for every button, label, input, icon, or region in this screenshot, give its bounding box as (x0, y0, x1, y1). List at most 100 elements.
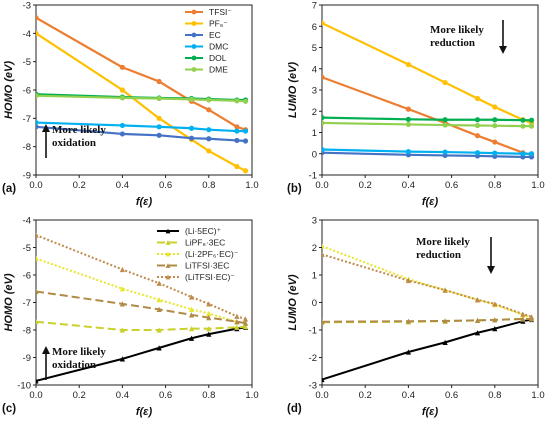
x-tick-label: 0.2 (359, 390, 372, 401)
annotation-text: reduction (430, 37, 475, 49)
data-point (520, 316, 526, 322)
data-point (322, 251, 325, 257)
y-tick-label: -5 (23, 243, 31, 254)
y-tick-label: 3 (312, 216, 317, 227)
y-tick-label: 6 (312, 22, 317, 33)
data-point (474, 95, 481, 102)
data-point (36, 119, 39, 126)
data-point (442, 79, 448, 86)
data-point (188, 135, 195, 141)
y-tick-label: -9 (23, 353, 31, 364)
data-point (206, 315, 212, 321)
data-point (156, 132, 162, 138)
y-tick-label: -4 (23, 216, 31, 227)
data-point (405, 116, 411, 122)
annotation-text: More likely (52, 124, 106, 136)
y-tick-label: -5 (23, 57, 31, 68)
data-point (322, 243, 325, 249)
data-point (242, 168, 249, 174)
x-tick-label: 0.4 (402, 180, 415, 191)
y-tick-label: 1 (312, 271, 317, 282)
y-tick-label: 5 (312, 43, 317, 54)
data-point (405, 349, 411, 355)
data-point (206, 148, 212, 154)
chart-panel-3: 0.0 0.2 0.4 0.6 0.8 1.0 -10 -9 -8 -7 -6 -5 -4 f(ε) HOM… (2, 216, 259, 419)
data-point (405, 277, 411, 284)
data-point (36, 232, 39, 238)
x-axis-label: f(ε) (136, 196, 153, 208)
data-point (234, 128, 240, 134)
legend-marker (191, 32, 197, 38)
series-line (322, 76, 532, 156)
data-point (492, 139, 498, 145)
data-point (405, 149, 411, 155)
data-point (242, 98, 249, 104)
y-tick-label: -6 (23, 271, 31, 282)
panel-label: (c) (2, 403, 16, 415)
series-line (36, 290, 246, 325)
data-point (36, 288, 39, 295)
data-point (242, 128, 249, 134)
series-group (322, 20, 535, 160)
data-point (474, 150, 481, 156)
data-point (492, 301, 498, 307)
panel-label: (b) (287, 183, 302, 195)
data-point (119, 286, 125, 292)
data-point (528, 117, 535, 123)
x-tick-label: 0.2 (359, 180, 372, 191)
data-point (528, 151, 535, 157)
x-tick-label: 0.0 (29, 390, 42, 401)
y-axis-label: HOMO (eV) (3, 273, 15, 331)
data-point (36, 319, 39, 325)
annotation-text: More likely (52, 346, 106, 358)
x-tick-label: 0.8 (202, 390, 215, 401)
data-point (156, 115, 162, 121)
data-point (156, 78, 162, 85)
y-tick-label: -1 (309, 171, 317, 182)
x-tick-label: 0.8 (488, 390, 501, 401)
data-point (119, 356, 125, 362)
legend-label: DME (209, 65, 228, 75)
data-point (474, 122, 481, 129)
y-tick-label: 2 (312, 107, 317, 118)
x-axis-label: f(ε) (422, 406, 439, 418)
data-point (322, 20, 325, 26)
legend-label: TFSI⁻ (209, 7, 232, 17)
y-tick-label: 0 (312, 298, 317, 309)
legend: (Li·5EC)⁺ LiPF₆·3EC(Li·2PF₆·EC)⁻ LiTFSI·3E… (157, 226, 239, 282)
data-point (474, 133, 481, 139)
x-tick-label: 1.0 (245, 390, 258, 401)
data-point (206, 136, 212, 142)
x-axis-label: f(ε) (422, 196, 439, 208)
data-point (234, 163, 240, 170)
x-tick-label: 0.2 (73, 390, 86, 401)
x-tick-label: 0.2 (73, 180, 86, 191)
series-line (322, 22, 532, 124)
legend-marker (191, 21, 197, 26)
data-point (206, 301, 212, 307)
data-point (206, 326, 212, 332)
x-tick-label: 0.0 (29, 180, 42, 191)
y-tick-label: -4 (23, 29, 31, 40)
chart-panel-4: 0.0 0.2 0.4 0.6 0.8 1.0 -3 -2 -1 0 1 2 3 f(ε) LUMO (eV… (287, 216, 545, 419)
data-point (188, 326, 195, 332)
y-tick-label: 1 (312, 128, 317, 139)
data-point (156, 297, 162, 303)
y-tick-label: -9 (23, 171, 31, 182)
y-axis-label: HOMO (eV) (3, 61, 15, 119)
series-line (36, 320, 246, 331)
data-point (528, 314, 535, 320)
x-tick-label: 1.0 (245, 180, 258, 191)
series-group (36, 15, 249, 174)
data-point (492, 317, 498, 323)
data-point (242, 324, 249, 330)
data-point (206, 127, 212, 133)
data-point (188, 294, 195, 300)
y-tick-label: 3 (312, 86, 317, 97)
data-point (474, 317, 481, 323)
y-tick-label: 0 (312, 149, 317, 160)
legend-marker (165, 263, 171, 268)
x-tick-label: 0.6 (159, 390, 172, 401)
series-line (322, 318, 532, 323)
